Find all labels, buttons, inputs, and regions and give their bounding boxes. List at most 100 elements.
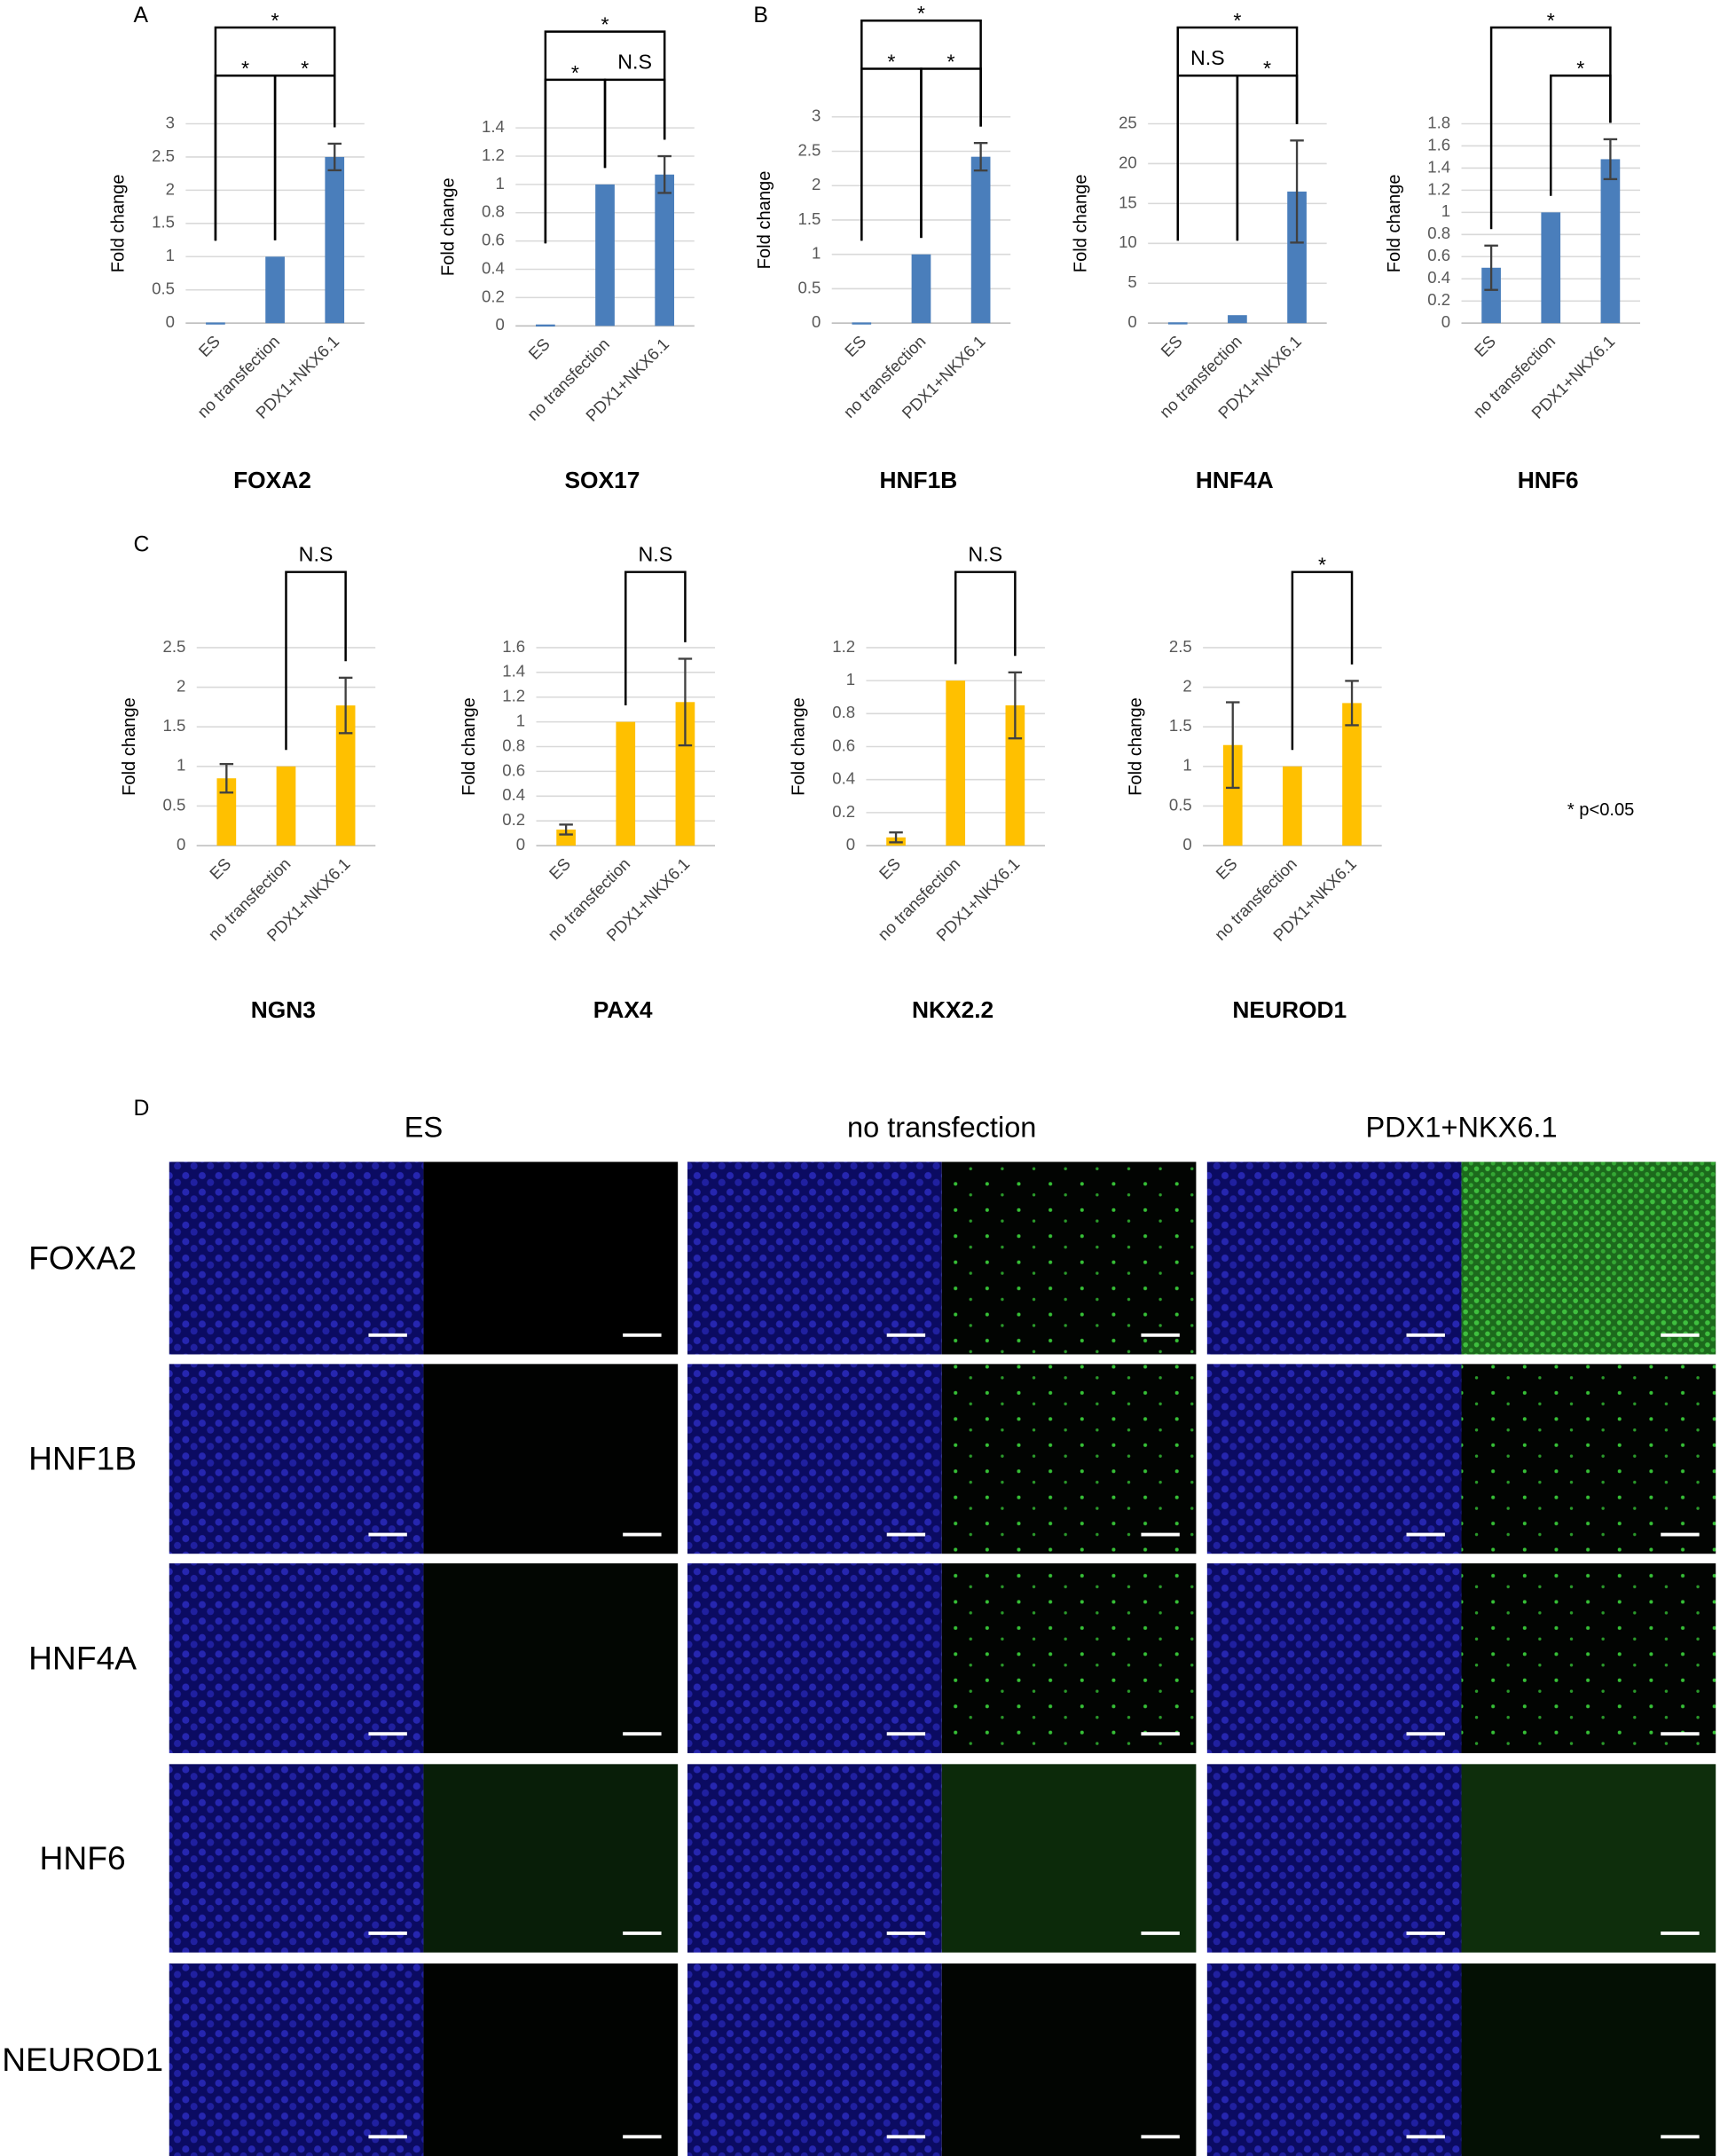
chart-title: PAX4	[593, 996, 653, 1023]
bar	[1541, 212, 1561, 324]
x-tick-label: ES	[1157, 332, 1185, 360]
significance-label: *	[1576, 57, 1584, 80]
dapi-image	[1206, 1963, 1462, 2156]
y-axis-label: Fold change	[459, 697, 479, 796]
y-tick-label: 3	[166, 113, 175, 131]
bar	[206, 322, 225, 325]
significance-bracket	[603, 78, 666, 169]
y-tick-label: 0.4	[482, 258, 505, 277]
y-tick-label: 1.2	[832, 637, 855, 656]
panel-label: A	[133, 4, 148, 28]
y-tick-label: 0.5	[163, 795, 186, 814]
significance-bracket	[544, 30, 666, 244]
y-tick-label: 0	[166, 312, 175, 331]
marker-image	[423, 1563, 679, 1753]
y-tick-label: 2	[812, 175, 821, 193]
y-tick-label: 1.6	[1427, 135, 1450, 153]
y-tick-label: 1.5	[163, 716, 186, 735]
row-label: FOXA2	[28, 1239, 137, 1276]
y-tick-label: 0.6	[502, 760, 525, 779]
bar	[1283, 766, 1302, 846]
panel-label: C	[133, 532, 149, 556]
row-label: HNF6	[40, 1839, 126, 1877]
y-tick-label: 25	[1119, 113, 1137, 131]
y-tick-label: 0.8	[1427, 224, 1450, 242]
y-axis-label: Fold change	[109, 174, 129, 272]
dapi-image	[1206, 1764, 1462, 1953]
dapi-image	[169, 1563, 424, 1753]
chart-title: NKX2.2	[912, 996, 994, 1023]
bar	[1600, 159, 1621, 324]
significance-label: *	[601, 13, 609, 36]
y-tick-label: 20	[1119, 153, 1137, 171]
x-tick-label: ES	[1212, 854, 1240, 883]
y-tick-label: 0.8	[482, 202, 505, 221]
significance-label: *	[1318, 554, 1326, 577]
bar	[1287, 191, 1307, 324]
dapi-image	[1206, 1364, 1462, 1554]
y-tick-label: 0.2	[1427, 290, 1450, 309]
dapi-image	[169, 1963, 424, 2156]
y-axis-label: Fold change	[789, 697, 809, 796]
x-tick-label: ES	[525, 334, 554, 363]
x-tick-label: ES	[546, 854, 574, 883]
significance-label: N.S	[968, 542, 1002, 565]
bar	[675, 702, 695, 846]
y-tick-label: 0	[496, 315, 505, 334]
significance-label: *	[241, 57, 249, 80]
y-tick-label: 1.5	[1169, 716, 1192, 735]
y-tick-label: 0.2	[502, 810, 525, 829]
marker-image	[1461, 1963, 1716, 2156]
significance-label: *	[271, 9, 279, 32]
y-tick-label: 0	[846, 835, 855, 854]
y-tick-label: 0.8	[502, 736, 525, 754]
y-axis-label: Fold change	[120, 697, 139, 796]
marker-image	[1461, 1764, 1716, 1953]
y-tick-label: 1	[516, 712, 525, 730]
y-tick-label: 0	[177, 835, 185, 854]
marker-image	[941, 1563, 1197, 1753]
y-tick-label: 2.5	[798, 140, 821, 159]
bar	[1167, 322, 1188, 325]
column-label: no transfection	[847, 1112, 1036, 1144]
chart-title: NEUROD1	[1232, 996, 1347, 1023]
significance-label: N.S	[1190, 46, 1225, 69]
significance-bracket	[860, 67, 923, 241]
y-tick-label: 2	[166, 179, 175, 198]
dapi-image	[687, 1161, 942, 1355]
marker-image	[423, 1161, 679, 1355]
y-tick-label: 1.5	[152, 213, 175, 232]
y-tick-label: 0.4	[502, 785, 525, 804]
y-tick-label: 0.6	[1427, 246, 1450, 264]
y-tick-label: 5	[1127, 272, 1136, 291]
bar	[595, 184, 615, 327]
bar	[852, 322, 872, 325]
bar	[216, 778, 237, 846]
y-tick-label: 0.5	[798, 278, 821, 296]
marker-image	[941, 1161, 1197, 1355]
y-tick-label: 1	[166, 246, 175, 264]
bar	[911, 254, 931, 324]
y-tick-label: 1.2	[502, 687, 525, 705]
y-tick-label: 10	[1119, 232, 1137, 251]
y-tick-label: 0.2	[832, 802, 855, 821]
y-tick-label: 0.8	[832, 703, 855, 721]
y-tick-label: 0	[1182, 835, 1191, 854]
y-tick-label: 1	[1441, 201, 1450, 220]
x-tick-label: ES	[841, 332, 869, 360]
chart-title: SOX17	[564, 467, 640, 493]
y-tick-label: 0.4	[832, 769, 855, 788]
y-tick-label: 0	[812, 312, 821, 331]
bar	[335, 705, 356, 846]
column-label: ES	[404, 1112, 443, 1144]
y-tick-label: 3	[812, 106, 821, 125]
y-tick-label: 1.4	[502, 662, 525, 681]
y-tick-label: 0.6	[482, 231, 505, 249]
bar	[946, 681, 966, 846]
significance-note: * p<0.05	[1567, 800, 1635, 820]
y-tick-label: 0.6	[832, 736, 855, 754]
column-label: PDX1+NKX6.1	[1365, 1112, 1557, 1144]
significance-bracket	[624, 570, 687, 706]
y-tick-label: 0.2	[482, 287, 505, 305]
